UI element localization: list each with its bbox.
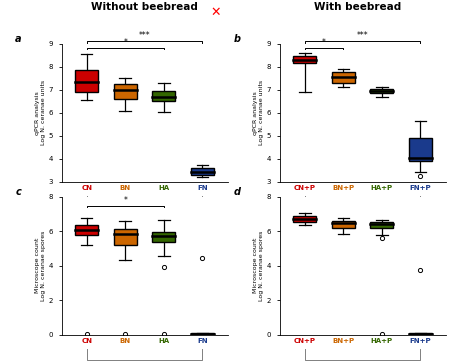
Bar [409, 333, 432, 335]
Text: *: * [123, 196, 127, 205]
Bar [75, 225, 98, 236]
Bar [152, 232, 175, 242]
Text: b: b [233, 34, 240, 44]
Text: ***: *** [139, 31, 150, 40]
Text: ✕: ✕ [210, 5, 221, 19]
Y-axis label: qPCR analysis
Log N. ceranae units: qPCR analysis Log N. ceranae units [253, 80, 264, 145]
Text: *: * [123, 38, 127, 47]
Text: d: d [233, 187, 240, 197]
Text: ***: *** [357, 211, 368, 220]
Text: c: c [15, 187, 21, 197]
Bar [114, 229, 137, 245]
Bar [370, 89, 393, 93]
Bar [409, 138, 432, 161]
Y-axis label: Microscope count
Log N. ceranae spores: Microscope count Log N. ceranae spores [35, 230, 46, 301]
Bar [332, 221, 355, 228]
Bar [191, 333, 214, 335]
Bar [370, 222, 393, 228]
Bar [75, 70, 98, 92]
Text: With beebread: With beebread [314, 2, 401, 12]
Y-axis label: Microscope count
Log N. ceranae spores: Microscope count Log N. ceranae spores [253, 230, 264, 301]
Text: *: * [322, 38, 326, 47]
Bar [293, 217, 316, 222]
Text: ***: *** [357, 31, 368, 40]
Bar [332, 72, 355, 83]
Bar [114, 84, 137, 99]
Bar [191, 168, 214, 175]
Y-axis label: qPCR analysis
Log N. ceranae units: qPCR analysis Log N. ceranae units [35, 80, 46, 145]
Text: a: a [15, 34, 22, 44]
Text: Without beebread: Without beebread [91, 2, 198, 12]
Text: ***: *** [139, 211, 150, 220]
Bar [293, 56, 316, 63]
Bar [152, 91, 175, 101]
